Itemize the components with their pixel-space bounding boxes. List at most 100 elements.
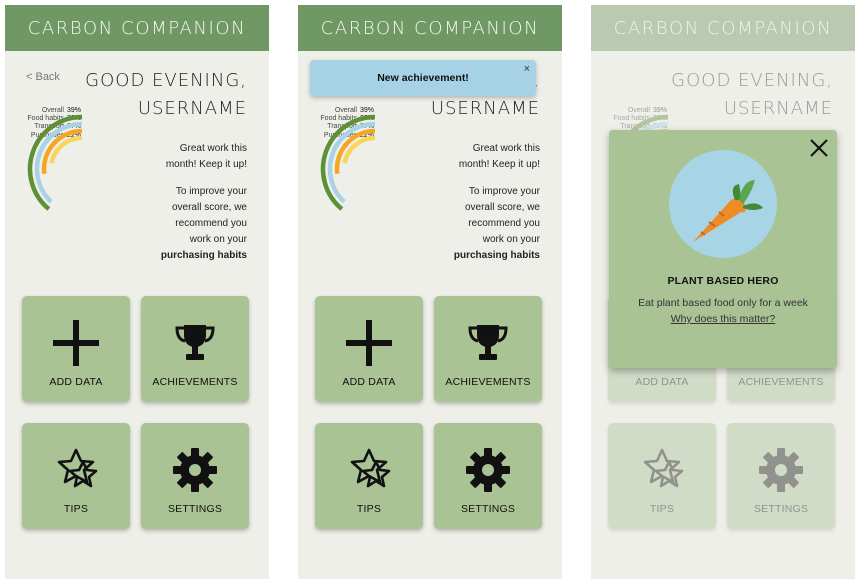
username: USERNAME [723, 98, 833, 119]
greeting: GOOD EVENING, USERNAME [85, 67, 247, 123]
score-value: 27% [653, 123, 668, 131]
praise-text: Great work this month! Keep it up! [458, 143, 540, 170]
plus-icon [53, 320, 99, 366]
greeting: GOOD EVENING, USERNAME [671, 67, 833, 123]
add-data-button[interactable]: ADD DATA [22, 296, 130, 402]
app-title: CARBON COMPANION [613, 17, 833, 39]
trophy-icon [468, 325, 508, 360]
screen-home: CARBON COMPANION < Back GOOD EVENING, US… [5, 5, 269, 579]
gear-icon [466, 448, 510, 492]
advice-focus: purchasing habits [453, 250, 540, 261]
advice-text: To improve your overall score, we recomm… [453, 186, 540, 261]
score-ring-chart [27, 114, 83, 211]
stars-icon [643, 448, 684, 488]
app-header: CARBON COMPANION [5, 5, 269, 51]
score-legend-row: Overall 39% [19, 107, 83, 115]
achievements-button[interactable]: ACHIEVEMENTS [141, 296, 249, 402]
achievements-label: ACHIEVEMENTS [738, 376, 824, 388]
score-label: Overall [334, 107, 357, 114]
score-label: Food habits [27, 115, 64, 123]
score-value: 22% [360, 131, 375, 139]
settings-button: SETTINGS [727, 423, 835, 529]
feedback-message: Great work this month! Keep it up! To im… [448, 141, 540, 275]
score-label: Transport [620, 123, 650, 131]
score-legend-row: Overall 39% [312, 107, 376, 115]
close-icon[interactable] [809, 138, 829, 158]
score-label: Purchases [30, 131, 64, 139]
tips-button[interactable]: TIPS [22, 423, 130, 529]
stars-icon [57, 448, 98, 488]
gear-icon [173, 448, 217, 492]
tips-button[interactable]: TIPS [315, 423, 423, 529]
score-label: Purchases [323, 131, 357, 139]
score-label: Overall [41, 107, 64, 114]
plus-icon [346, 320, 392, 366]
username: USERNAME [430, 98, 540, 119]
score-arc [342, 135, 376, 164]
score-arc [27, 114, 83, 211]
achievements-label: ACHIEVEMENTS [152, 376, 238, 388]
score-label: Food habits [320, 115, 357, 123]
screen-achievement-popup: CARBON COMPANION GOOD EVENING, USERNAME … [591, 5, 855, 579]
score-label: Food habits [613, 115, 650, 123]
advice-text: To improve your overall score, we recomm… [160, 186, 247, 261]
score-arc [34, 121, 83, 204]
achievement-description: Eat plant based food only for a week [638, 297, 808, 309]
username: USERNAME [137, 98, 247, 119]
feedback-message: Great work this month! Keep it up! To im… [155, 141, 247, 275]
toast-text: New achievement! [377, 72, 469, 84]
achievement-popup: PLANT BASED HERO Eat plant based food on… [609, 130, 837, 368]
app-header: CARBON COMPANION [298, 5, 562, 51]
praise-text: Great work this month! Keep it up! [165, 143, 247, 170]
settings-button[interactable]: SETTINGS [434, 423, 542, 529]
achievement-title: PLANT BASED HERO [667, 275, 779, 287]
score-value: 39% [360, 107, 375, 114]
tips-label: TIPS [356, 503, 382, 515]
settings-label: SETTINGS [460, 503, 516, 515]
score-legend-row: Transport 27% [605, 123, 669, 131]
achievements-button[interactable]: ACHIEVEMENTS [434, 296, 542, 402]
tips-button: TIPS [608, 423, 716, 529]
score-value: 39% [67, 107, 82, 114]
score-legend-row: Overall 39% [605, 107, 669, 115]
settings-button[interactable]: SETTINGS [141, 423, 249, 529]
add-data-label: ADD DATA [49, 376, 103, 388]
add-data-button[interactable]: ADD DATA [315, 296, 423, 402]
score-value: 39% [653, 107, 668, 114]
score-label: Overall [627, 107, 650, 114]
score-arc [49, 135, 83, 164]
add-data-label: ADD DATA [635, 376, 689, 388]
trophy-icon [175, 325, 215, 360]
score-legend-row: Food habits 38% [605, 115, 669, 123]
gear-icon [759, 448, 803, 492]
achievement-toast[interactable]: New achievement! × [310, 60, 536, 96]
achievements-label: ACHIEVEMENTS [445, 376, 531, 388]
carrot-icon [693, 180, 763, 242]
add-data-label: ADD DATA [342, 376, 396, 388]
tips-label: TIPS [649, 503, 675, 515]
stars-icon [350, 448, 391, 488]
app-title: CARBON COMPANION [320, 17, 540, 39]
score-arc [327, 121, 376, 204]
greeting-line: GOOD EVENING, [671, 70, 833, 91]
score-arc [41, 128, 83, 175]
greeting-line: GOOD EVENING, [85, 70, 247, 91]
tips-label: TIPS [63, 503, 89, 515]
score-value: 22% [67, 131, 82, 139]
settings-label: SETTINGS [167, 503, 223, 515]
achievement-badge [669, 150, 777, 258]
settings-label: SETTINGS [753, 503, 809, 515]
score-arc [334, 128, 376, 175]
app-header: CARBON COMPANION [591, 5, 855, 51]
why-matters-link[interactable]: Why does this matter? [670, 313, 776, 325]
advice-focus: purchasing habits [160, 250, 247, 261]
screen-home-toast: CARBON COMPANION GOOD EVENING, USERNAME … [298, 5, 562, 579]
toast-close-button[interactable]: × [523, 63, 530, 75]
score-value: 38% [653, 115, 668, 123]
app-title: CARBON COMPANION [27, 17, 247, 39]
back-link[interactable]: < Back [26, 71, 60, 83]
score-arc [320, 114, 376, 211]
score-ring-chart [320, 114, 376, 211]
